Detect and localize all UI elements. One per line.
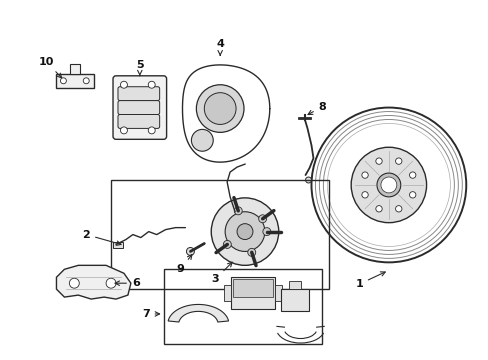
Text: 8: 8 [307,102,325,114]
Circle shape [211,198,278,265]
FancyBboxPatch shape [118,114,160,129]
Circle shape [409,192,415,198]
FancyBboxPatch shape [118,87,160,100]
Text: 3: 3 [211,262,232,284]
Bar [224,285,231,301]
Circle shape [148,81,155,88]
Circle shape [148,127,155,134]
Circle shape [191,129,213,151]
Circle shape [106,278,116,288]
Circle shape [258,215,266,223]
Circle shape [395,206,401,212]
Text: 9: 9 [176,255,191,274]
Circle shape [361,172,367,178]
Circle shape [395,158,401,164]
Circle shape [263,228,270,235]
Text: 7: 7 [142,309,159,319]
Circle shape [247,248,255,256]
Circle shape [61,78,66,84]
Text: 5: 5 [136,60,143,76]
Text: 4: 4 [216,39,224,55]
Bar [280,289,308,311]
Circle shape [350,147,426,223]
Bar [233,279,272,297]
Circle shape [120,81,127,88]
Bar [231,277,274,309]
Bar [113,242,122,248]
Circle shape [69,278,79,288]
Circle shape [375,206,382,212]
Circle shape [204,93,236,125]
Text: 1: 1 [354,272,385,289]
Bar [56,74,94,88]
FancyBboxPatch shape [118,100,160,114]
Circle shape [380,177,396,193]
Circle shape [305,177,311,183]
Circle shape [361,192,367,198]
Circle shape [120,127,127,134]
Bar [274,285,281,301]
Bar [288,281,300,289]
Polygon shape [56,265,131,299]
Polygon shape [168,305,228,322]
Bar [111,180,328,289]
Circle shape [224,212,264,251]
Circle shape [237,224,252,239]
Circle shape [223,240,231,248]
Circle shape [83,78,89,84]
Bar [163,269,322,344]
Text: 10: 10 [39,57,61,78]
Text: 6: 6 [115,278,140,288]
Circle shape [186,247,194,255]
Text: 2: 2 [82,230,121,245]
FancyBboxPatch shape [113,76,166,139]
Circle shape [376,173,400,197]
Circle shape [234,207,242,215]
Circle shape [196,85,244,132]
Circle shape [409,172,415,178]
Bar [70,64,80,74]
Circle shape [375,158,382,164]
